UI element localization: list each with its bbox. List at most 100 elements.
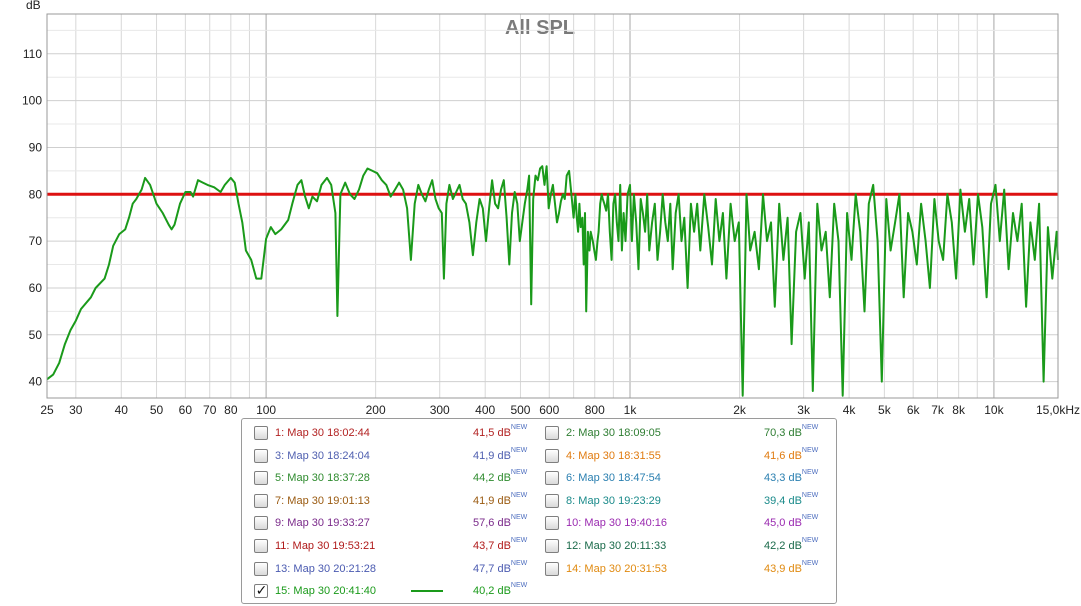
- x-tick-label: 60: [179, 403, 193, 417]
- legend-item[interactable]: 6: Мар 30 18:47:54 43,3 dBNEW: [539, 468, 829, 488]
- legend-item[interactable]: 3: Мар 30 18:24:04 41,9 dBNEW: [248, 446, 538, 466]
- legend-item-value: 41,9 dBNEW: [473, 446, 528, 462]
- legend-item-value: 44,2 dBNEW: [473, 469, 528, 485]
- new-badge: NEW: [510, 469, 528, 477]
- legend-item-label: 2: Мар 30 18:09:05: [566, 427, 661, 439]
- measurement-checkbox[interactable]: [545, 516, 559, 531]
- legend-item-label: 10: Мар 30 19:40:16: [566, 517, 668, 530]
- legend-item[interactable]: ✓ 15: Мар 30 20:41:40 40,2 dBNEW: [248, 581, 538, 601]
- y-tick-label: 110: [23, 47, 42, 61]
- legend-item-value: 43,9 dBNEW: [764, 559, 819, 575]
- measurement-checkbox[interactable]: [254, 426, 268, 440]
- legend-item-value: 47,7 dBNEW: [473, 559, 528, 575]
- legend-item[interactable]: 8: Мар 30 19:23:29 39,4 dBNEW: [539, 491, 829, 511]
- x-tick-label: 600: [539, 403, 559, 417]
- x-tick-label: 400: [475, 403, 495, 417]
- legend-item-value: 45,0 dBNEW: [764, 514, 819, 530]
- plot-area[interactable]: [46, 13, 1059, 399]
- x-tick-label: 7k: [931, 403, 945, 417]
- new-badge: NEW: [510, 559, 528, 567]
- legend-item-value: 41,6 dBNEW: [764, 446, 819, 462]
- legend-item[interactable]: 5: Мар 30 18:37:28 44,2 dBNEW: [248, 468, 538, 488]
- legend-line-swatch: [411, 590, 443, 593]
- measurement-checkbox[interactable]: [545, 448, 559, 463]
- x-tick-label: 10k: [984, 403, 1004, 417]
- x-tick-label: 100: [256, 403, 276, 417]
- legend-item[interactable]: 7: Мар 30 19:01:13 41,9 dBNEW: [248, 491, 538, 511]
- x-tick-label: 80: [224, 403, 238, 417]
- measurement-checkbox[interactable]: [254, 539, 268, 553]
- legend-item-value: 43,7 dBNEW: [473, 537, 528, 552]
- measurement-checkbox[interactable]: [254, 493, 268, 508]
- x-tick-label: 800: [585, 403, 605, 417]
- new-badge: NEW: [801, 514, 819, 522]
- measurement-checkbox[interactable]: [254, 561, 268, 576]
- y-tick-label: 50: [29, 328, 43, 342]
- x-tick-label: 2k: [733, 403, 747, 417]
- legend-item[interactable]: 4: Мар 30 18:31:55 41,6 dBNEW: [539, 446, 829, 466]
- new-badge: NEW: [801, 446, 819, 454]
- y-tick-label: 100: [22, 94, 42, 108]
- legend-item-label: 4: Мар 30 18:31:55: [566, 449, 661, 462]
- legend-item-label: 5: Мар 30 18:37:28: [275, 472, 370, 485]
- x-tick-label: 25: [40, 403, 54, 417]
- legend-item[interactable]: 2: Мар 30 18:09:05 70,3 dBNEW: [539, 423, 829, 443]
- x-tick-label: 1k: [624, 403, 638, 417]
- measurement-checkbox[interactable]: [254, 448, 268, 463]
- new-badge: NEW: [801, 491, 819, 499]
- legend-item-label: 11: Мар 30 19:53:21: [275, 540, 376, 552]
- new-badge: NEW: [510, 491, 528, 499]
- y-tick-label: 70: [29, 234, 43, 248]
- legend-item-label: 14: Мар 30 20:31:53: [566, 562, 668, 575]
- x-tick-label: 3k: [797, 403, 811, 417]
- spl-series-line: [46, 165, 1059, 397]
- legend-item-value: 42,2 dBNEW: [764, 537, 819, 552]
- legend-panel: 1: Мар 30 18:02:44 41,5 dBNEW 2: Мар 30 18…: [241, 418, 837, 604]
- new-badge: NEW: [801, 537, 819, 544]
- x-tick-label: 70: [203, 403, 217, 417]
- legend-item-label: 12: Мар 30 20:11:33: [566, 540, 667, 552]
- new-badge: NEW: [801, 424, 819, 431]
- legend-item-value: 39,4 dBNEW: [764, 491, 819, 507]
- legend-item-value: 40,2 dBNEW: [473, 582, 528, 598]
- x-tick-label: 6k: [907, 403, 921, 417]
- y-axis-label: dB: [26, 0, 41, 12]
- legend-item-label: 1: Мар 30 18:02:44: [275, 427, 370, 439]
- legend-item[interactable]: 14: Мар 30 20:31:53 43,9 dBNEW: [539, 559, 829, 579]
- legend-item[interactable]: 10: Мар 30 19:40:16 45,0 dBNEW: [539, 513, 829, 533]
- legend-item-label: 13: Мар 30 20:21:28: [275, 562, 377, 575]
- legend-item[interactable]: 9: Мар 30 19:33:27 57,6 dBNEW: [248, 513, 538, 533]
- x-tick-label: 500: [510, 403, 530, 417]
- x-tick-label: 4k: [843, 403, 857, 417]
- legend-item-label: 7: Мар 30 19:01:13: [275, 494, 370, 507]
- x-tick-label: 200: [366, 403, 386, 417]
- measurement-checkbox[interactable]: [545, 471, 559, 486]
- x-tick-label: 50: [150, 403, 164, 417]
- legend-item-label: 9: Мар 30 19:33:27: [275, 517, 370, 530]
- measurement-checkbox[interactable]: [545, 493, 559, 508]
- legend-item-label: 15: Мар 30 20:41:40: [275, 585, 377, 598]
- checkmark-icon: ✓: [255, 583, 268, 600]
- x-tick-label: 30: [69, 403, 83, 417]
- measurement-checkbox[interactable]: [545, 539, 559, 553]
- legend-item[interactable]: 12: Мар 30 20:11:33 42,2 dBNEW: [539, 536, 829, 556]
- legend-item-value: 57,6 dBNEW: [473, 514, 528, 530]
- measurement-checkbox[interactable]: [545, 561, 559, 576]
- measurement-checkbox[interactable]: ✓: [254, 583, 268, 600]
- y-tick-label: 80: [29, 187, 43, 201]
- chart-title: All SPL: [505, 17, 575, 39]
- new-badge: NEW: [801, 559, 819, 567]
- x-tick-label: 40: [115, 403, 129, 417]
- legend-item[interactable]: 13: Мар 30 20:21:28 47,7 dBNEW: [248, 559, 538, 579]
- measurement-checkbox[interactable]: [254, 471, 268, 486]
- new-badge: NEW: [801, 469, 819, 477]
- x-tick-label: 8k: [952, 403, 966, 417]
- measurement-checkbox[interactable]: [254, 516, 268, 531]
- legend-item[interactable]: 11: Мар 30 19:53:21 43,7 dBNEW: [248, 536, 538, 556]
- new-badge: NEW: [510, 424, 528, 431]
- legend-item-value: 41,9 dBNEW: [473, 491, 528, 507]
- legend-item[interactable]: 1: Мар 30 18:02:44 41,5 dBNEW: [248, 423, 538, 443]
- legend-item-value: 70,3 dBNEW: [764, 424, 819, 439]
- measurement-checkbox[interactable]: [545, 426, 559, 440]
- legend-item-label: 8: Мар 30 19:23:29: [566, 494, 661, 507]
